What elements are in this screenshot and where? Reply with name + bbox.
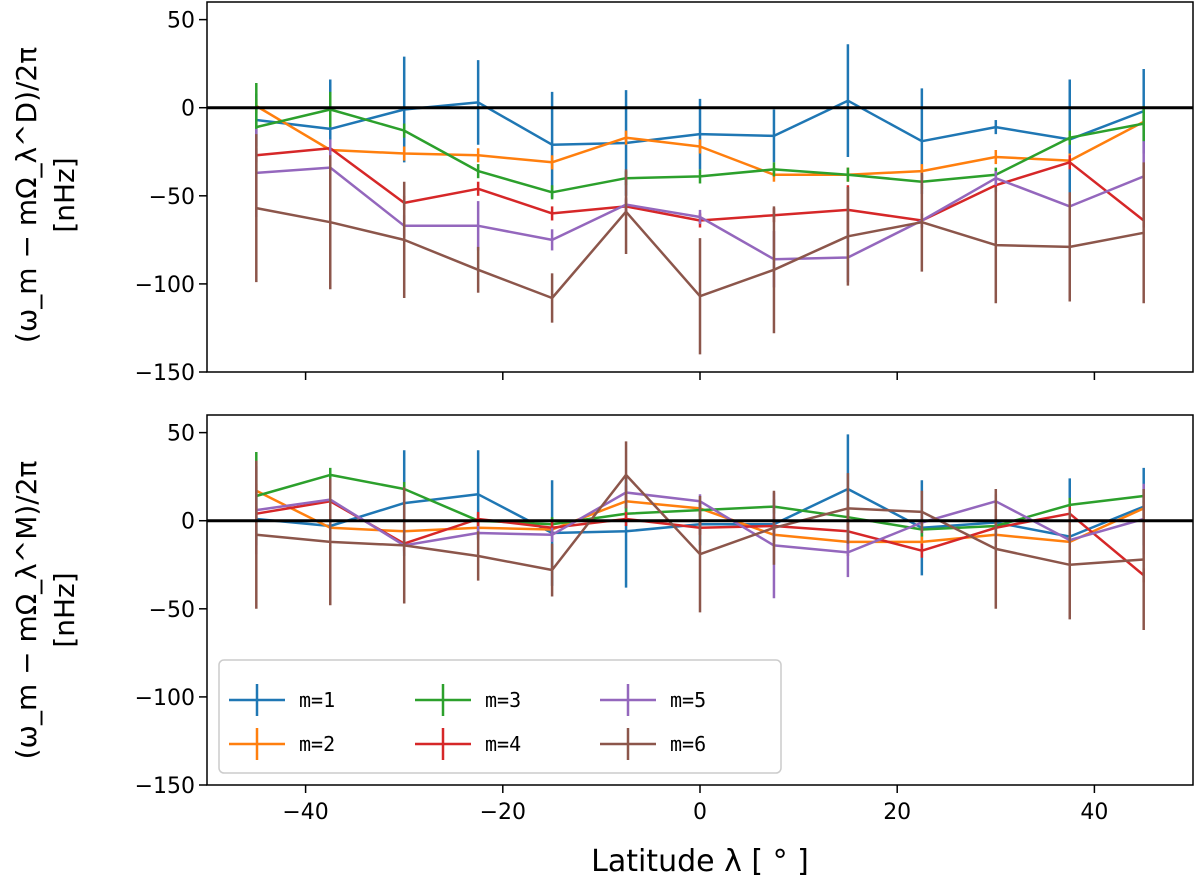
bottom-axes-frame xyxy=(206,414,1194,786)
bottom-x-tick-label: 0 xyxy=(693,800,707,825)
top-panel: (ω_m − mΩ_λ^D)/2π [nHz] 50 0 −50 −100 −150 xyxy=(10,1,1194,386)
top-series-line xyxy=(256,206,1144,300)
bottom-ylabel-line1: (ω_m − mΩ_λ^M)/2π xyxy=(10,460,43,759)
legend-frame xyxy=(218,659,782,774)
legend-item-m=5: m=5 xyxy=(600,684,706,716)
bottom-ylabel-line2: [nHz] xyxy=(48,572,81,647)
bottom-x-tick-label: −20 xyxy=(480,800,526,825)
bottom-y-tick-label: 0 xyxy=(181,510,195,535)
legend-label: m=6 xyxy=(670,732,706,756)
top-plot-area xyxy=(255,44,1145,355)
bottom-panel: (ω_m − mΩ_λ^M)/2π [nHz] Latitude λ [ ° ]… xyxy=(10,414,1194,879)
top-series-m=6 xyxy=(255,134,1145,355)
bottom-plot-area xyxy=(255,434,1145,630)
legend-label: m=1 xyxy=(299,688,335,712)
legend-label: m=5 xyxy=(670,688,706,712)
legend: m=1 m=2 m=3 m=4 m=5 m=6 xyxy=(218,659,782,774)
bottom-x-tick-label: −40 xyxy=(282,800,328,825)
bottom-series-m=6 xyxy=(255,441,1145,630)
top-ylabel-line2: [nHz] xyxy=(48,157,81,232)
legend-label: m=2 xyxy=(299,732,335,756)
bottom-series-line xyxy=(256,473,1144,572)
legend-item-m=1: m=1 xyxy=(229,684,335,716)
top-y-tick-label: −50 xyxy=(149,185,195,210)
legend-item-m=2: m=2 xyxy=(229,728,335,760)
top-y-tick-label: −100 xyxy=(135,273,195,298)
x-axis-label: Latitude λ [ ° ] xyxy=(591,844,809,879)
legend-label: m=4 xyxy=(485,732,521,756)
top-y-tick-label: 0 xyxy=(181,97,195,122)
legend-label: m=3 xyxy=(485,688,521,712)
legend-item-m=3: m=3 xyxy=(415,684,521,716)
bottom-y-tick-label: 50 xyxy=(167,422,195,447)
bottom-x-tick-label: 40 xyxy=(1080,800,1108,825)
top-y-tick-label: 50 xyxy=(167,9,195,34)
top-y-tick-label: −150 xyxy=(135,361,195,386)
legend-item-m=4: m=4 xyxy=(415,728,521,760)
legend-item-m=6: m=6 xyxy=(600,728,706,760)
top-series-line xyxy=(255,104,1145,176)
bottom-y-tick-label: −50 xyxy=(149,598,195,623)
bottom-x-tick-label: 20 xyxy=(883,800,911,825)
bottom-y-tick-label: −100 xyxy=(135,686,195,711)
top-series-line xyxy=(256,99,1145,146)
top-axes-frame xyxy=(206,1,1194,373)
top-ylabel-line1: (ω_m − mΩ_λ^D)/2π xyxy=(10,47,43,343)
bottom-y-tick-label: −150 xyxy=(135,774,195,799)
